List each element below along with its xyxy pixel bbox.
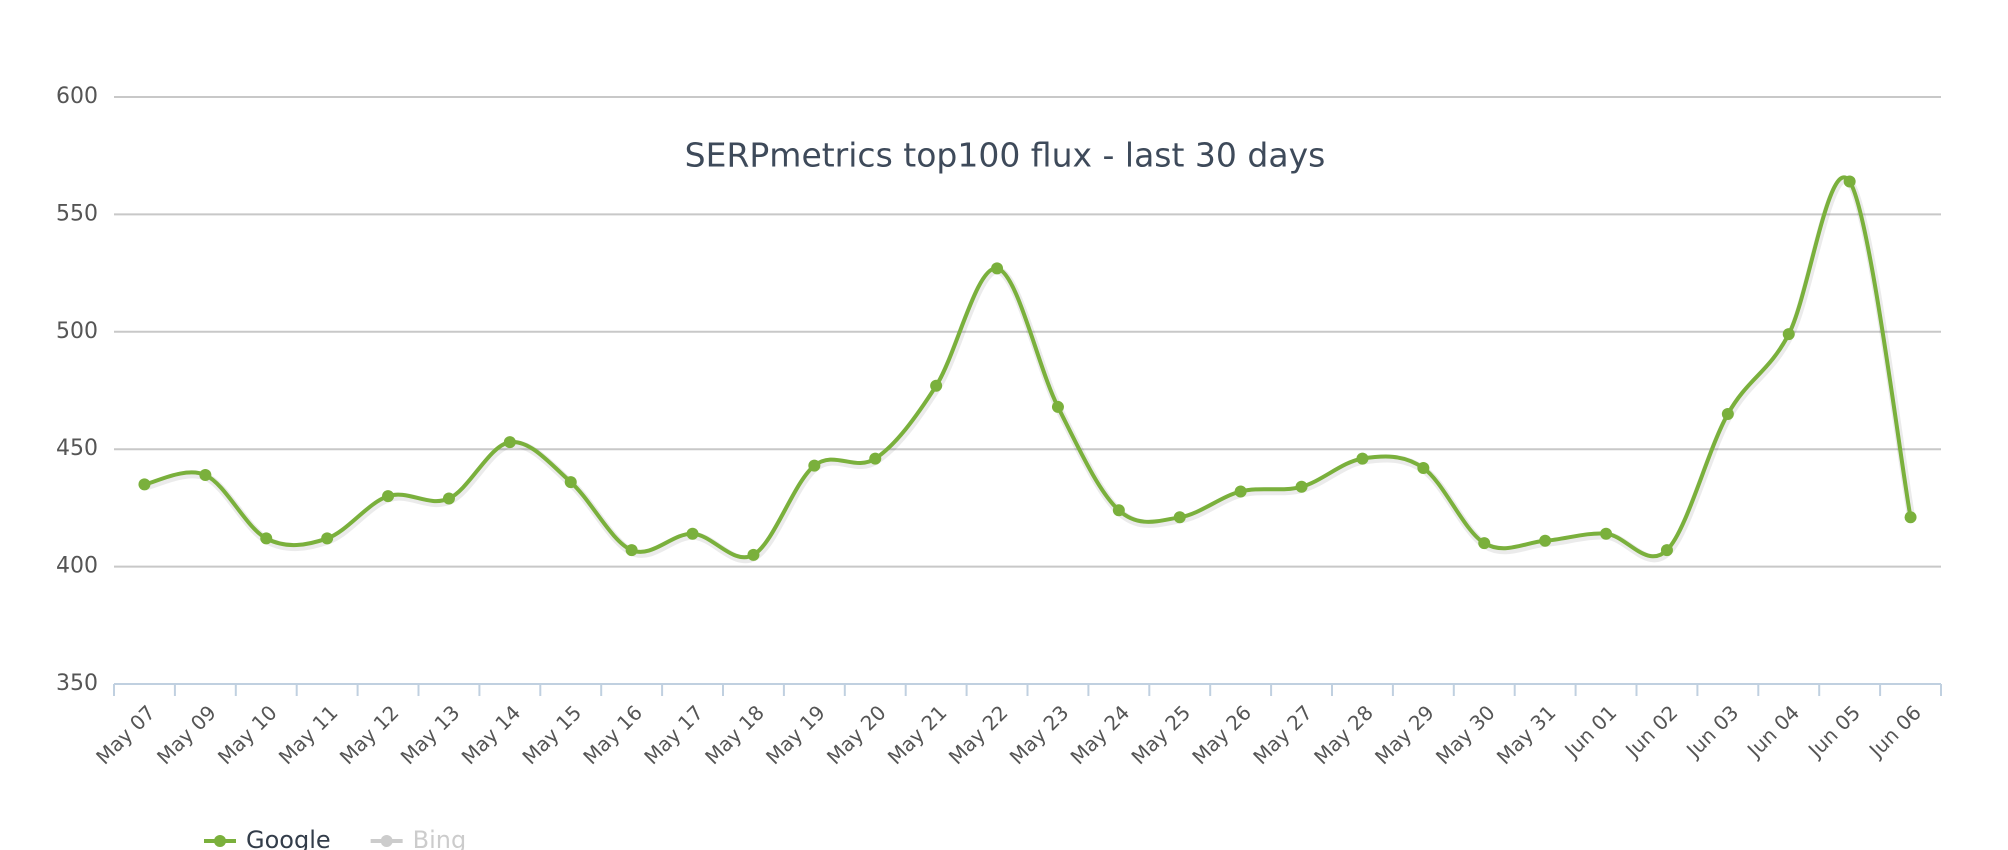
x-tick-label: May 20	[822, 700, 891, 769]
point-marker	[686, 527, 699, 540]
x-tick-label: May 16	[578, 700, 647, 769]
point-marker	[382, 490, 395, 503]
point-marker	[1112, 504, 1125, 517]
y-tick-label: 600	[56, 84, 98, 109]
point-marker	[199, 469, 212, 482]
x-tick-label: May 22	[944, 700, 1013, 769]
point-marker	[930, 379, 943, 392]
x-tick-label: May 31	[1492, 700, 1561, 769]
point-marker	[869, 452, 882, 465]
point-marker	[1904, 511, 1917, 524]
x-tick-label: May 19	[761, 700, 830, 769]
point-marker	[1478, 537, 1491, 550]
x-tick-label: May 12	[335, 700, 404, 769]
point-marker	[747, 548, 760, 561]
point-marker	[1051, 400, 1064, 413]
y-tick-label: 400	[56, 554, 98, 579]
legend-item[interactable]: Bing	[413, 826, 467, 850]
point-marker	[1721, 407, 1734, 420]
point-marker	[1782, 328, 1795, 341]
legend-marker[interactable]	[214, 835, 226, 847]
x-tick-label: May 14	[457, 700, 526, 769]
point-marker	[1234, 485, 1247, 498]
x-tick-label: Jun 05	[1802, 700, 1865, 763]
point-marker	[321, 532, 334, 545]
point-marker	[260, 532, 273, 545]
x-tick-label: May 28	[1309, 700, 1378, 769]
y-tick-label: 550	[56, 201, 98, 226]
x-tick-label: May 24	[1066, 700, 1135, 769]
point-marker	[808, 459, 821, 472]
y-tick-label: 350	[56, 671, 98, 696]
chart-title: SERPmetrics top100 flux - last 30 days	[685, 136, 1326, 175]
x-tick-label: May 15	[517, 700, 586, 769]
point-marker	[1600, 527, 1613, 540]
point-marker	[1417, 461, 1430, 474]
x-tick-label: Jun 02	[1619, 700, 1682, 763]
x-tick-label: May 17	[639, 700, 708, 769]
legend-marker[interactable]	[380, 835, 393, 847]
x-tick-label: May 09	[152, 700, 221, 769]
point-marker	[138, 478, 151, 491]
point-marker	[442, 492, 455, 505]
x-tick-label: May 07	[91, 700, 160, 769]
point-marker	[1173, 511, 1186, 524]
x-tick-label: May 25	[1126, 700, 1195, 769]
y-tick-label: 450	[56, 436, 98, 461]
x-tick-label: May 29	[1370, 700, 1439, 769]
legend-item[interactable]: Google	[246, 826, 331, 850]
x-tick-label: May 11	[274, 700, 343, 769]
point-marker	[1660, 544, 1673, 557]
x-tick-label: Jun 04	[1741, 700, 1804, 763]
x-tick-label: May 21	[883, 700, 952, 769]
x-tick-label: May 10	[213, 700, 282, 769]
point-marker	[1539, 534, 1552, 547]
point-marker	[1295, 480, 1308, 493]
y-tick-label: 500	[56, 319, 98, 344]
point-marker	[991, 262, 1004, 275]
x-tick-label: Jun 06	[1863, 700, 1926, 763]
point-marker	[1356, 452, 1369, 465]
x-tick-label: May 30	[1431, 700, 1500, 769]
point-marker	[564, 476, 577, 489]
point-marker	[503, 436, 516, 449]
point-marker	[625, 544, 638, 557]
x-tick-label: Jun 01	[1558, 700, 1621, 763]
x-tick-label: May 13	[396, 700, 465, 769]
x-tick-label: May 26	[1187, 700, 1256, 769]
point-marker	[1843, 175, 1856, 188]
x-tick-label: May 18	[700, 700, 769, 769]
line-shadow	[144, 175, 1916, 564]
x-tick-label: May 27	[1248, 700, 1317, 769]
x-tick-label: Jun 03	[1680, 700, 1743, 763]
x-tick-label: May 23	[1005, 700, 1074, 769]
